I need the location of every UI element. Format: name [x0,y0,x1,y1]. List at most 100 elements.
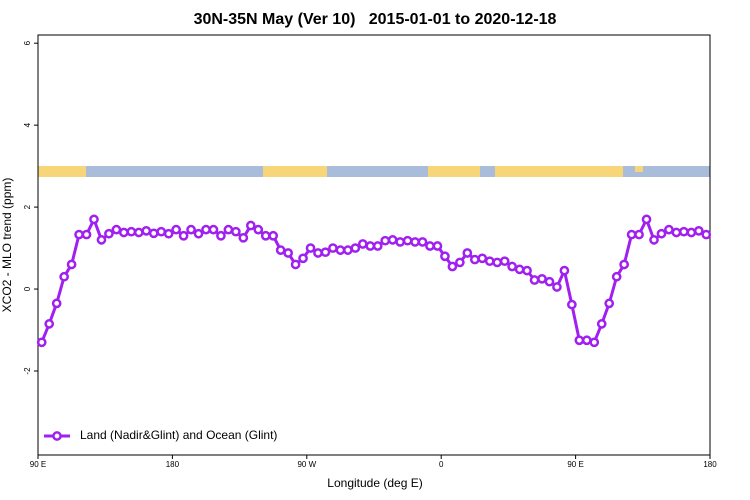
data-point [387,235,398,245]
data-point [253,224,264,235]
data-point [290,259,301,270]
data-point [656,228,667,239]
data-point [462,248,473,258]
y-axis-label: XCO2 - MLO trend (ppm) [0,178,14,313]
data-point [313,248,323,258]
data-point [395,237,405,247]
data-point [469,254,480,265]
data-point [484,256,495,267]
data-point [245,220,256,231]
data-point [111,224,122,235]
data-point [328,243,338,253]
data-point [619,259,629,270]
data-point [171,224,181,235]
data-point [178,230,189,241]
data-point [455,257,465,268]
data-point [693,226,704,236]
land-ocean-strip [38,166,710,177]
data-point [268,230,279,241]
x-tick-label: 90 W [297,460,316,469]
x-tick-label: 180 [703,460,717,469]
data-point [492,257,503,268]
plot-frame [37,34,711,456]
x-axis-label: Longitude (deg E) [327,476,422,490]
data-point [410,237,420,247]
data-point [357,239,368,249]
data-point [641,214,652,225]
data-point [119,227,129,238]
data-point [104,228,114,239]
data-point [81,229,92,240]
y-tick-label: 4 [23,122,32,127]
data-point [552,282,562,292]
data-point [193,228,204,239]
data-point [298,253,308,264]
data-point [701,229,712,240]
y-tick-label: 6 [23,40,32,45]
data-point [611,271,622,282]
data-point [626,229,637,240]
data-point [372,241,383,251]
data-point [522,265,532,276]
data-point [589,337,600,348]
data-point [89,214,99,225]
data-point [44,319,55,329]
data-point [335,245,346,255]
x-tick-label: 90 E [567,460,583,469]
data-point [74,229,84,240]
legend-marker [52,431,62,441]
data-point [596,319,607,329]
data-point [679,226,689,237]
data-point [440,251,450,262]
data-point [581,335,592,346]
data-point [574,335,585,346]
data-point [238,232,249,243]
data-point [51,298,62,309]
data-point [365,241,376,251]
data-point [201,224,211,235]
data-point [216,230,226,241]
data-point [529,275,540,285]
data-point [649,235,659,245]
data-point [350,243,361,253]
data-point [275,245,286,255]
data-point [567,299,577,310]
y-tick-label: 2 [23,204,32,209]
legend-label: Land (Nadir&Glint) and Ocean (Glint) [80,428,277,442]
x-tick-label: 180 [166,460,180,469]
data-point [320,247,331,258]
data-point [223,224,234,235]
data-point [559,265,570,276]
data-point [499,256,510,267]
x-tick-label: 0 [439,460,444,469]
data-point [604,298,615,309]
data-point [96,235,107,245]
data-point [634,229,644,240]
data-point [671,227,682,238]
data-point [537,273,547,284]
data-point [402,235,413,246]
data-point [59,271,69,282]
data-point [343,245,353,255]
data-point [305,243,316,253]
data-point [514,264,525,275]
series-line [40,215,707,345]
data-point [417,237,428,247]
data-point [686,227,697,238]
data-point [507,261,517,272]
data-point [425,241,435,251]
data-point [66,259,77,270]
data-point [36,337,47,348]
y-tick-label: -2 [23,367,32,375]
data-point [186,224,196,235]
data-point [156,226,167,237]
data-point [148,228,159,239]
data-point [231,226,241,237]
data-point [126,226,137,237]
data-point [544,276,555,287]
y-tick-label: 0 [23,286,32,291]
data-point [163,228,174,239]
x-tick-label: 90 E [30,460,46,469]
data-point [283,248,293,258]
